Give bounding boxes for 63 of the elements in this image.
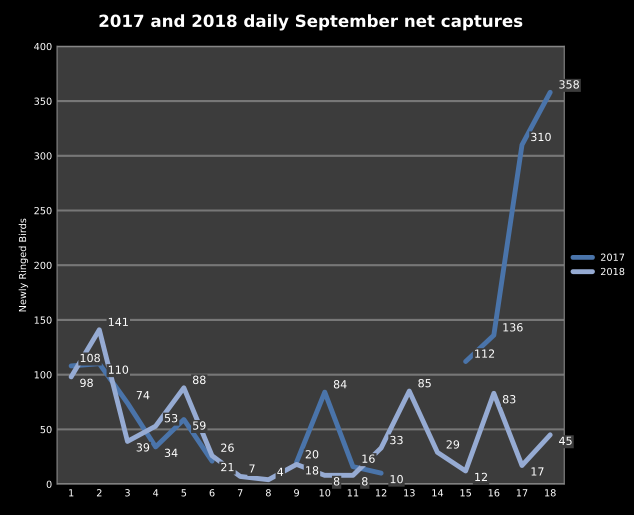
- x-tick-label: 3: [125, 489, 130, 496]
- y-tick-label: 150: [34, 316, 52, 324]
- data-label: 8: [334, 477, 340, 486]
- y-tick-label: 400: [34, 42, 52, 50]
- x-tick-label: 4: [153, 489, 158, 496]
- data-label: 74: [136, 391, 150, 400]
- x-tick-label: 14: [432, 489, 444, 496]
- data-label: 98: [80, 378, 93, 388]
- data-label: 108: [80, 354, 100, 362]
- data-label: 26: [221, 444, 234, 452]
- data-label: 110: [108, 365, 128, 374]
- y-tick-label: 250: [34, 206, 52, 214]
- chart-title: 2017 and 2018 daily September net captures: [100, 14, 522, 30]
- data-label: 17: [532, 467, 544, 476]
- x-tick-label: 12: [376, 489, 386, 496]
- x-tick-label: 5: [182, 489, 186, 496]
- data-label: 45: [559, 436, 572, 446]
- data-label: 10: [390, 474, 403, 484]
- data-label: 358: [559, 80, 579, 89]
- data-label: 53: [164, 414, 178, 422]
- data-label: 39: [136, 443, 150, 452]
- data-label: 33: [390, 436, 403, 444]
- data-label: 88: [192, 376, 206, 384]
- y-tick-label: 50: [40, 426, 52, 434]
- data-label: 8: [362, 477, 368, 486]
- data-label: 141: [108, 318, 128, 326]
- data-label: 83: [502, 395, 516, 404]
- x-tick-label: 10: [320, 489, 330, 496]
- x-tick-label: 11: [348, 489, 358, 496]
- data-label: 59: [193, 421, 206, 430]
- data-label: 18: [306, 466, 318, 475]
- x-tick-label: 6: [210, 489, 215, 496]
- x-tick-label: 16: [488, 489, 500, 496]
- legend-label: 2017: [600, 254, 624, 261]
- data-label: 20: [306, 450, 318, 458]
- x-tick-label: 8: [266, 489, 271, 496]
- x-tick-label: 9: [294, 489, 299, 496]
- y-tick-label: 200: [34, 262, 52, 270]
- data-label: 84: [334, 380, 347, 388]
- x-tick-label: 1: [69, 489, 74, 496]
- legend-label: 2018: [600, 268, 624, 276]
- data-label: 85: [418, 378, 431, 388]
- data-label: 310: [531, 132, 551, 142]
- data-label: 4: [277, 468, 284, 476]
- x-tick-label: 2: [96, 489, 102, 496]
- y-tick-label: 0: [46, 480, 52, 488]
- data-label: 7: [249, 464, 255, 473]
- data-label: 21: [221, 462, 234, 472]
- x-tick-label: 17: [516, 489, 528, 496]
- data-label: 136: [503, 323, 523, 332]
- y-tick-label: 100: [34, 371, 52, 378]
- data-label: 12: [475, 472, 487, 481]
- x-tick-label: 13: [404, 489, 415, 496]
- data-label: 34: [164, 448, 178, 458]
- y-tick-label: 300: [34, 152, 52, 160]
- data-label: 112: [475, 349, 494, 358]
- data-label: 16: [362, 454, 375, 463]
- x-tick-label: 15: [460, 489, 471, 496]
- y-axis-title: Newly Ringed Birds: [18, 218, 28, 312]
- data-label: 29: [446, 440, 460, 449]
- x-tick-label: 7: [238, 489, 242, 496]
- y-tick-label: 350: [34, 98, 52, 105]
- x-tick-label: 18: [545, 489, 556, 496]
